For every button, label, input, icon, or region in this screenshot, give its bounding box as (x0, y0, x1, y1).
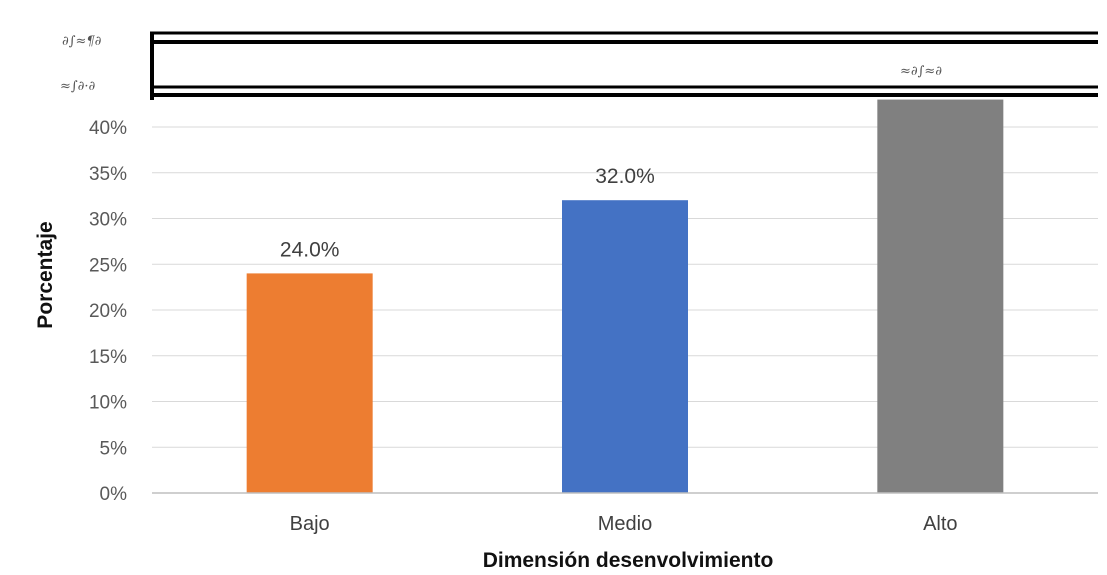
y-tick-label: 10% (89, 393, 127, 414)
y-tick-label: 40% (89, 118, 127, 139)
y-tick-label: 5% (100, 438, 128, 459)
bar-bajo (246, 273, 373, 493)
data-label-medio: 32.0% (595, 165, 655, 188)
x-category-label: Alto (923, 513, 957, 535)
x-category-label: Medio (598, 513, 652, 535)
svg-text:∂∫≈¶∂: ∂∫≈¶∂ (62, 34, 102, 49)
axis-break-artifact: ∂∫≈¶∂ ≈∫∂·∂ ≈∂∫≈∂ (60, 31, 1098, 100)
y-tick-label: 20% (89, 301, 127, 322)
svg-text:≈∫∂·∂: ≈∫∂·∂ (60, 79, 96, 94)
y-tick-label: 30% (89, 210, 127, 231)
x-category-label: Bajo (290, 513, 330, 535)
x-axis-title: Dimensión desenvolvimiento (483, 549, 774, 572)
y-axis-title: Porcentaje (34, 221, 57, 328)
svg-text:≈∂∫≈∂: ≈∂∫≈∂ (900, 64, 942, 79)
y-tick-label: 35% (89, 164, 127, 185)
y-tick-labels: 0% 5% 10% 15% 20% 25% 30% 35% 40% (89, 118, 127, 505)
y-tick-label: 0% (100, 484, 128, 505)
data-label-bajo: 24.0% (280, 238, 340, 261)
x-category-labels: Bajo Medio Alto (290, 513, 958, 535)
data-labels: 24.0% 32.0% (280, 165, 655, 261)
bar-medio (562, 200, 688, 493)
y-tick-label: 25% (89, 255, 127, 276)
y-tick-label: 15% (89, 347, 127, 368)
bar-alto (877, 99, 1004, 494)
bars (246, 99, 1004, 494)
